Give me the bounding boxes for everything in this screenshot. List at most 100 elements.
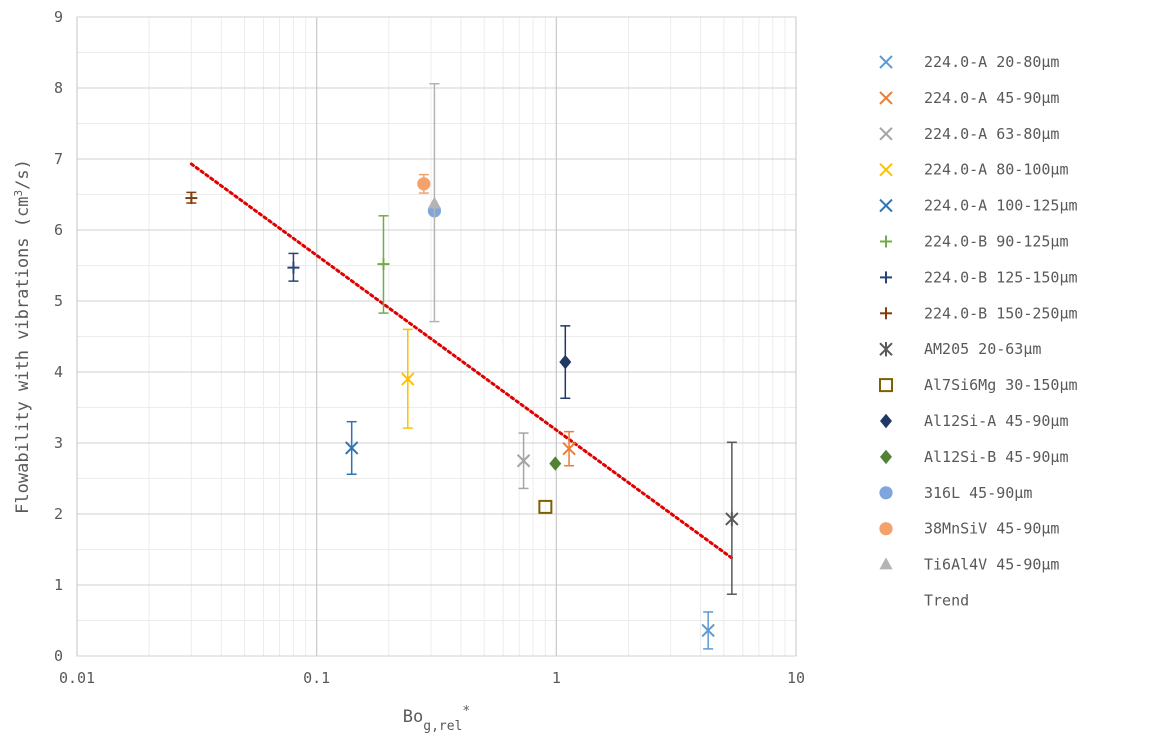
series-group (427, 82, 442, 323)
legend-marker (879, 127, 893, 141)
data-point (401, 372, 415, 386)
legend-label: 224.0-A 45-90µm (924, 89, 1059, 107)
y-tick-label: 9 (54, 8, 63, 26)
y-tick-label: 4 (54, 363, 63, 381)
legend-label: Al12Si-A 45-90µm (924, 412, 1069, 430)
series-group (377, 215, 390, 314)
data-point (287, 261, 300, 274)
x-axis-title-sup: * (462, 704, 470, 719)
x-tick-label: 0.01 (59, 669, 95, 687)
x-axis-tick-labels: 0.01 0.1 1 10 (59, 669, 805, 687)
y-axis-title-before: Flowability with vibrations (cm (13, 197, 33, 514)
y-axis-tick-labels: 0 1 2 3 4 5 6 7 8 9 (54, 8, 63, 665)
legend-item: Al7Si6Mg 30-150µm (879, 376, 1078, 394)
x-tick-label: 1 (552, 669, 561, 687)
x-tick-label: 0.1 (303, 669, 330, 687)
series-group (562, 430, 576, 467)
legend-marker (879, 378, 893, 393)
legend-marker (880, 413, 892, 429)
series-group (701, 611, 715, 650)
legend-marker (879, 162, 893, 177)
trend-layer (189, 162, 734, 560)
legend-item: 224.0-A 100-125µm (879, 197, 1078, 215)
series-group (725, 441, 739, 595)
legend-label: 224.0-A 20-80µm (924, 53, 1059, 71)
legend-marker (880, 307, 892, 320)
legend-item: 224.0-A 20-80µm (879, 53, 1059, 71)
data-point (725, 511, 739, 527)
legend-marker (880, 449, 892, 465)
y-tick-label: 6 (54, 221, 63, 239)
legend-label: 224.0-B 150-250µm (924, 304, 1078, 322)
legend-marker (879, 557, 893, 570)
legend-marker (879, 198, 893, 213)
trend-line (189, 162, 734, 560)
legend-label: 224.0-B 90-125µm (924, 233, 1069, 251)
legend-item-trend: Trend (924, 592, 969, 610)
legend-label: 224.0-B 125-150µm (924, 268, 1078, 286)
legend: 224.0-A 20-80µm 224.0-A 45-90µm 224.0-A 63… (879, 53, 1078, 610)
y-tick-label: 1 (54, 576, 63, 594)
legend-label: 224.0-A 100-125µm (924, 197, 1078, 215)
series-group (344, 420, 359, 475)
data-point (516, 454, 531, 468)
data-point (559, 354, 572, 370)
data-point (185, 192, 198, 205)
legend-item: Al12Si-B 45-90µm (880, 448, 1069, 466)
legend-marker (879, 342, 893, 357)
legend-label: 224.0-A 80-100µm (924, 161, 1069, 179)
data-point (417, 177, 431, 191)
legend-label: 38MnSiV 45-90µm (924, 520, 1059, 538)
legend-marker (880, 235, 892, 248)
legend-item: Al12Si-A 45-90µm (880, 412, 1069, 430)
legend-item: 224.0-B 90-125µm (880, 233, 1069, 251)
y-tick-label: 7 (54, 150, 63, 168)
legend-item: Ti6Al4V 45-90µm (879, 556, 1059, 574)
series-group (559, 325, 572, 400)
data-point (377, 258, 390, 271)
series-group (417, 173, 431, 194)
legend-item: 224.0-A 45-90µm (879, 89, 1059, 107)
legend-item: 38MnSiV 45-90µm (879, 520, 1059, 538)
x-axis-title-sub: g,rel (423, 719, 462, 734)
data-point (538, 499, 553, 514)
x-axis-title: Bog,rel* (403, 704, 470, 734)
y-tick-label: 8 (54, 79, 63, 97)
legend-marker (879, 486, 893, 500)
legend-item: 224.0-A 80-100µm (879, 161, 1069, 179)
series-layer (185, 82, 739, 650)
plot-area (76, 16, 797, 657)
series-group (549, 456, 562, 471)
legend-marker (880, 271, 892, 284)
y-tick-label: 2 (54, 505, 63, 523)
legend-marker (879, 91, 893, 105)
data-point (562, 441, 576, 456)
data-point (701, 623, 715, 638)
series-group (287, 252, 300, 282)
x-axis-title-main: Bo (403, 707, 423, 727)
legend-marker (879, 522, 893, 536)
legend-label: Trend (924, 592, 969, 610)
legend-label: Al7Si6Mg 30-150µm (924, 376, 1078, 394)
legend-item: 224.0-B 150-250µm (880, 304, 1078, 322)
data-point (427, 196, 442, 209)
data-point (549, 456, 562, 471)
y-axis-title-sup: 3 (12, 190, 25, 197)
legend-label: AM205 20-63µm (924, 340, 1041, 358)
y-tick-label: 5 (54, 292, 63, 310)
legend-marker (879, 55, 893, 69)
legend-item: 316L 45-90µm (879, 484, 1032, 502)
minor-gridlines (77, 17, 796, 656)
y-axis-title: Flowability with vibrations (cm3/s) (12, 159, 34, 514)
legend-label: Al12Si-B 45-90µm (924, 448, 1069, 466)
series-group (185, 191, 198, 205)
series-group (516, 432, 531, 490)
y-tick-label: 0 (54, 647, 63, 665)
y-tick-label: 3 (54, 434, 63, 452)
legend-label: 224.0-A 63-80µm (924, 125, 1059, 143)
x-tick-label: 10 (787, 669, 805, 687)
data-point (344, 441, 359, 455)
y-axis-title-after: /s) (13, 159, 33, 190)
